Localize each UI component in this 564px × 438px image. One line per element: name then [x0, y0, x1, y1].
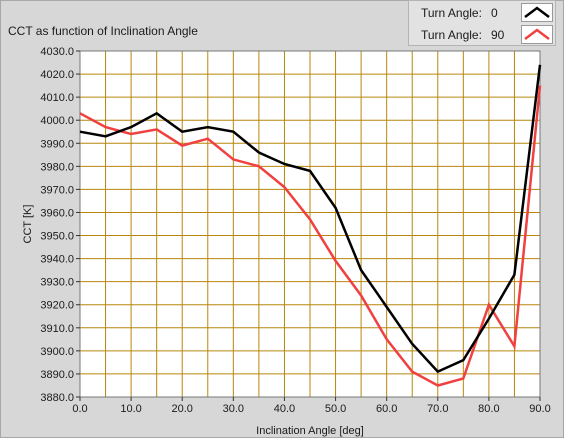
x-tick-label: 20.0	[172, 403, 193, 415]
y-tick-label: 3980.0	[40, 161, 74, 173]
series-line-0	[79, 64, 542, 374]
x-tick-label: 70.0	[427, 403, 448, 415]
y-tick-label: 4000.0	[40, 115, 74, 127]
legend-value: 0	[491, 6, 498, 20]
line-style-swatch-icon[interactable]	[521, 25, 553, 44]
x-tick-label: 0.0	[72, 403, 87, 415]
y-tick-label: 3930.0	[40, 277, 74, 289]
y-tick-label: 3990.0	[40, 138, 74, 150]
series-line-1	[79, 85, 542, 387]
y-tick-label: 3960.0	[40, 207, 74, 219]
x-tick-label: 40.0	[274, 403, 295, 415]
y-tick-label: 4030.0	[40, 46, 74, 58]
x-tick-label: 30.0	[223, 403, 244, 415]
y-tick-label: 3940.0	[40, 254, 74, 266]
x-tick-label: 80.0	[478, 403, 499, 415]
x-axis-title: Inclination Angle [deg]	[256, 425, 364, 437]
y-tick-label: 3920.0	[40, 300, 74, 312]
x-tick-label: 10.0	[120, 403, 141, 415]
plot-legend[interactable]: Turn Angle: 0 Turn Angle: 90	[408, 0, 556, 46]
legend-item-turn-angle-0[interactable]: Turn Angle: 0	[409, 2, 557, 24]
y-tick-label: 3910.0	[40, 323, 74, 335]
y-tick-label: 4010.0	[40, 92, 74, 104]
y-axis-title: CCT [K]	[22, 205, 34, 244]
x-tick-label: 50.0	[325, 403, 346, 415]
legend-value: 90	[491, 28, 505, 42]
line-style-swatch-icon[interactable]	[521, 3, 553, 22]
y-tick-label: 3970.0	[40, 184, 74, 196]
legend-label: Turn Angle:	[421, 6, 482, 20]
legend-line-1	[524, 28, 550, 40]
y-tick-label: 3880.0	[40, 392, 74, 404]
x-tick-label: 60.0	[376, 403, 397, 415]
chart-title: CCT as function of Inclination Angle	[8, 24, 198, 38]
y-tick-label: 3890.0	[40, 369, 74, 381]
legend-item-turn-angle-90[interactable]: Turn Angle: 90	[409, 24, 557, 46]
legend-label: Turn Angle:	[421, 28, 482, 42]
y-tick-label: 3950.0	[40, 231, 74, 243]
plot-border	[79, 50, 541, 398]
x-tick-label: 90.0	[529, 403, 550, 415]
y-tick-label: 3900.0	[40, 346, 74, 358]
legend-line-0	[524, 6, 550, 18]
y-tick-label: 4020.0	[40, 69, 74, 81]
